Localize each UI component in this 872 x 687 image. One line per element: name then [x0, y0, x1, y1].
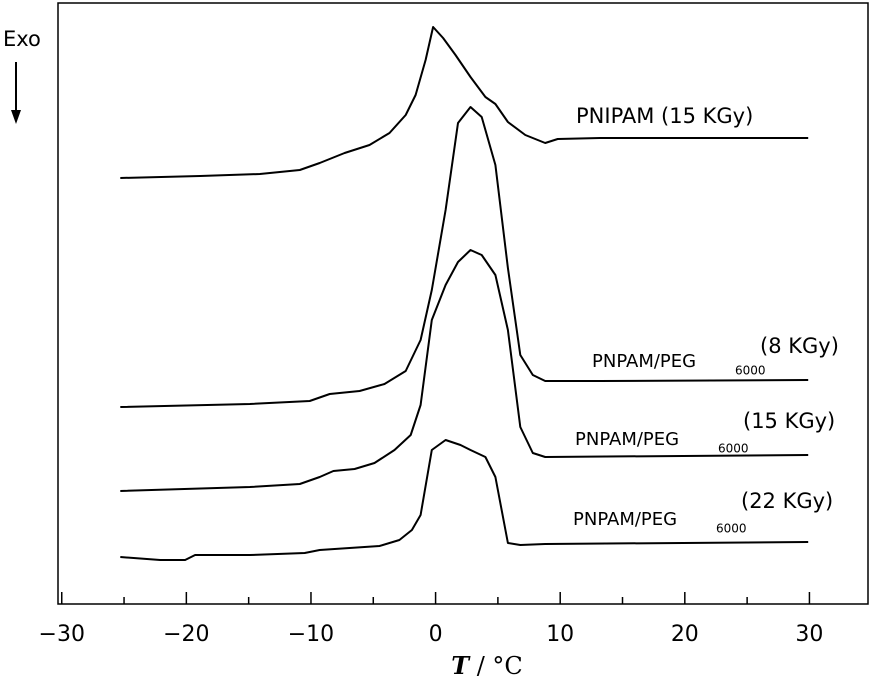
exo-arrow-head — [11, 110, 21, 124]
dsc-curve — [120, 249, 809, 492]
x-tick-label: −20 — [163, 622, 209, 647]
dsc-curve — [120, 439, 809, 561]
x-axis-label-symbol: T — [451, 651, 471, 680]
curve-label: PNPAM/PEG — [575, 429, 679, 450]
x-tick-label: 0 — [429, 622, 443, 647]
dsc-curve — [120, 106, 809, 408]
curve-label: PNPAM/PEG — [573, 509, 677, 530]
curve-label: 6000 — [718, 442, 749, 456]
curve-label: PNPAM/PEG — [592, 351, 696, 372]
x-tick-label: 30 — [795, 622, 823, 647]
x-tick-label: 20 — [671, 622, 699, 647]
x-axis-label-unit: / °C — [469, 652, 523, 680]
x-tick-label: 10 — [546, 622, 574, 647]
curve-label: (15 KGy) — [743, 409, 835, 433]
curve-label: (8 KGy) — [760, 334, 839, 358]
dsc-curve — [120, 26, 809, 179]
x-tick-label: −30 — [39, 622, 85, 647]
x-tick-label: −10 — [288, 622, 334, 647]
x-axis-label: T / °C — [451, 651, 523, 680]
plot-frame — [57, 2, 869, 605]
curve-label: 6000 — [735, 364, 766, 378]
curve-label: 6000 — [716, 522, 747, 536]
curve-label: (22 KGy) — [741, 489, 833, 513]
curve-label: PNIPAM (15 KGy) — [576, 104, 753, 128]
y-axis-label: Exo — [3, 27, 41, 51]
